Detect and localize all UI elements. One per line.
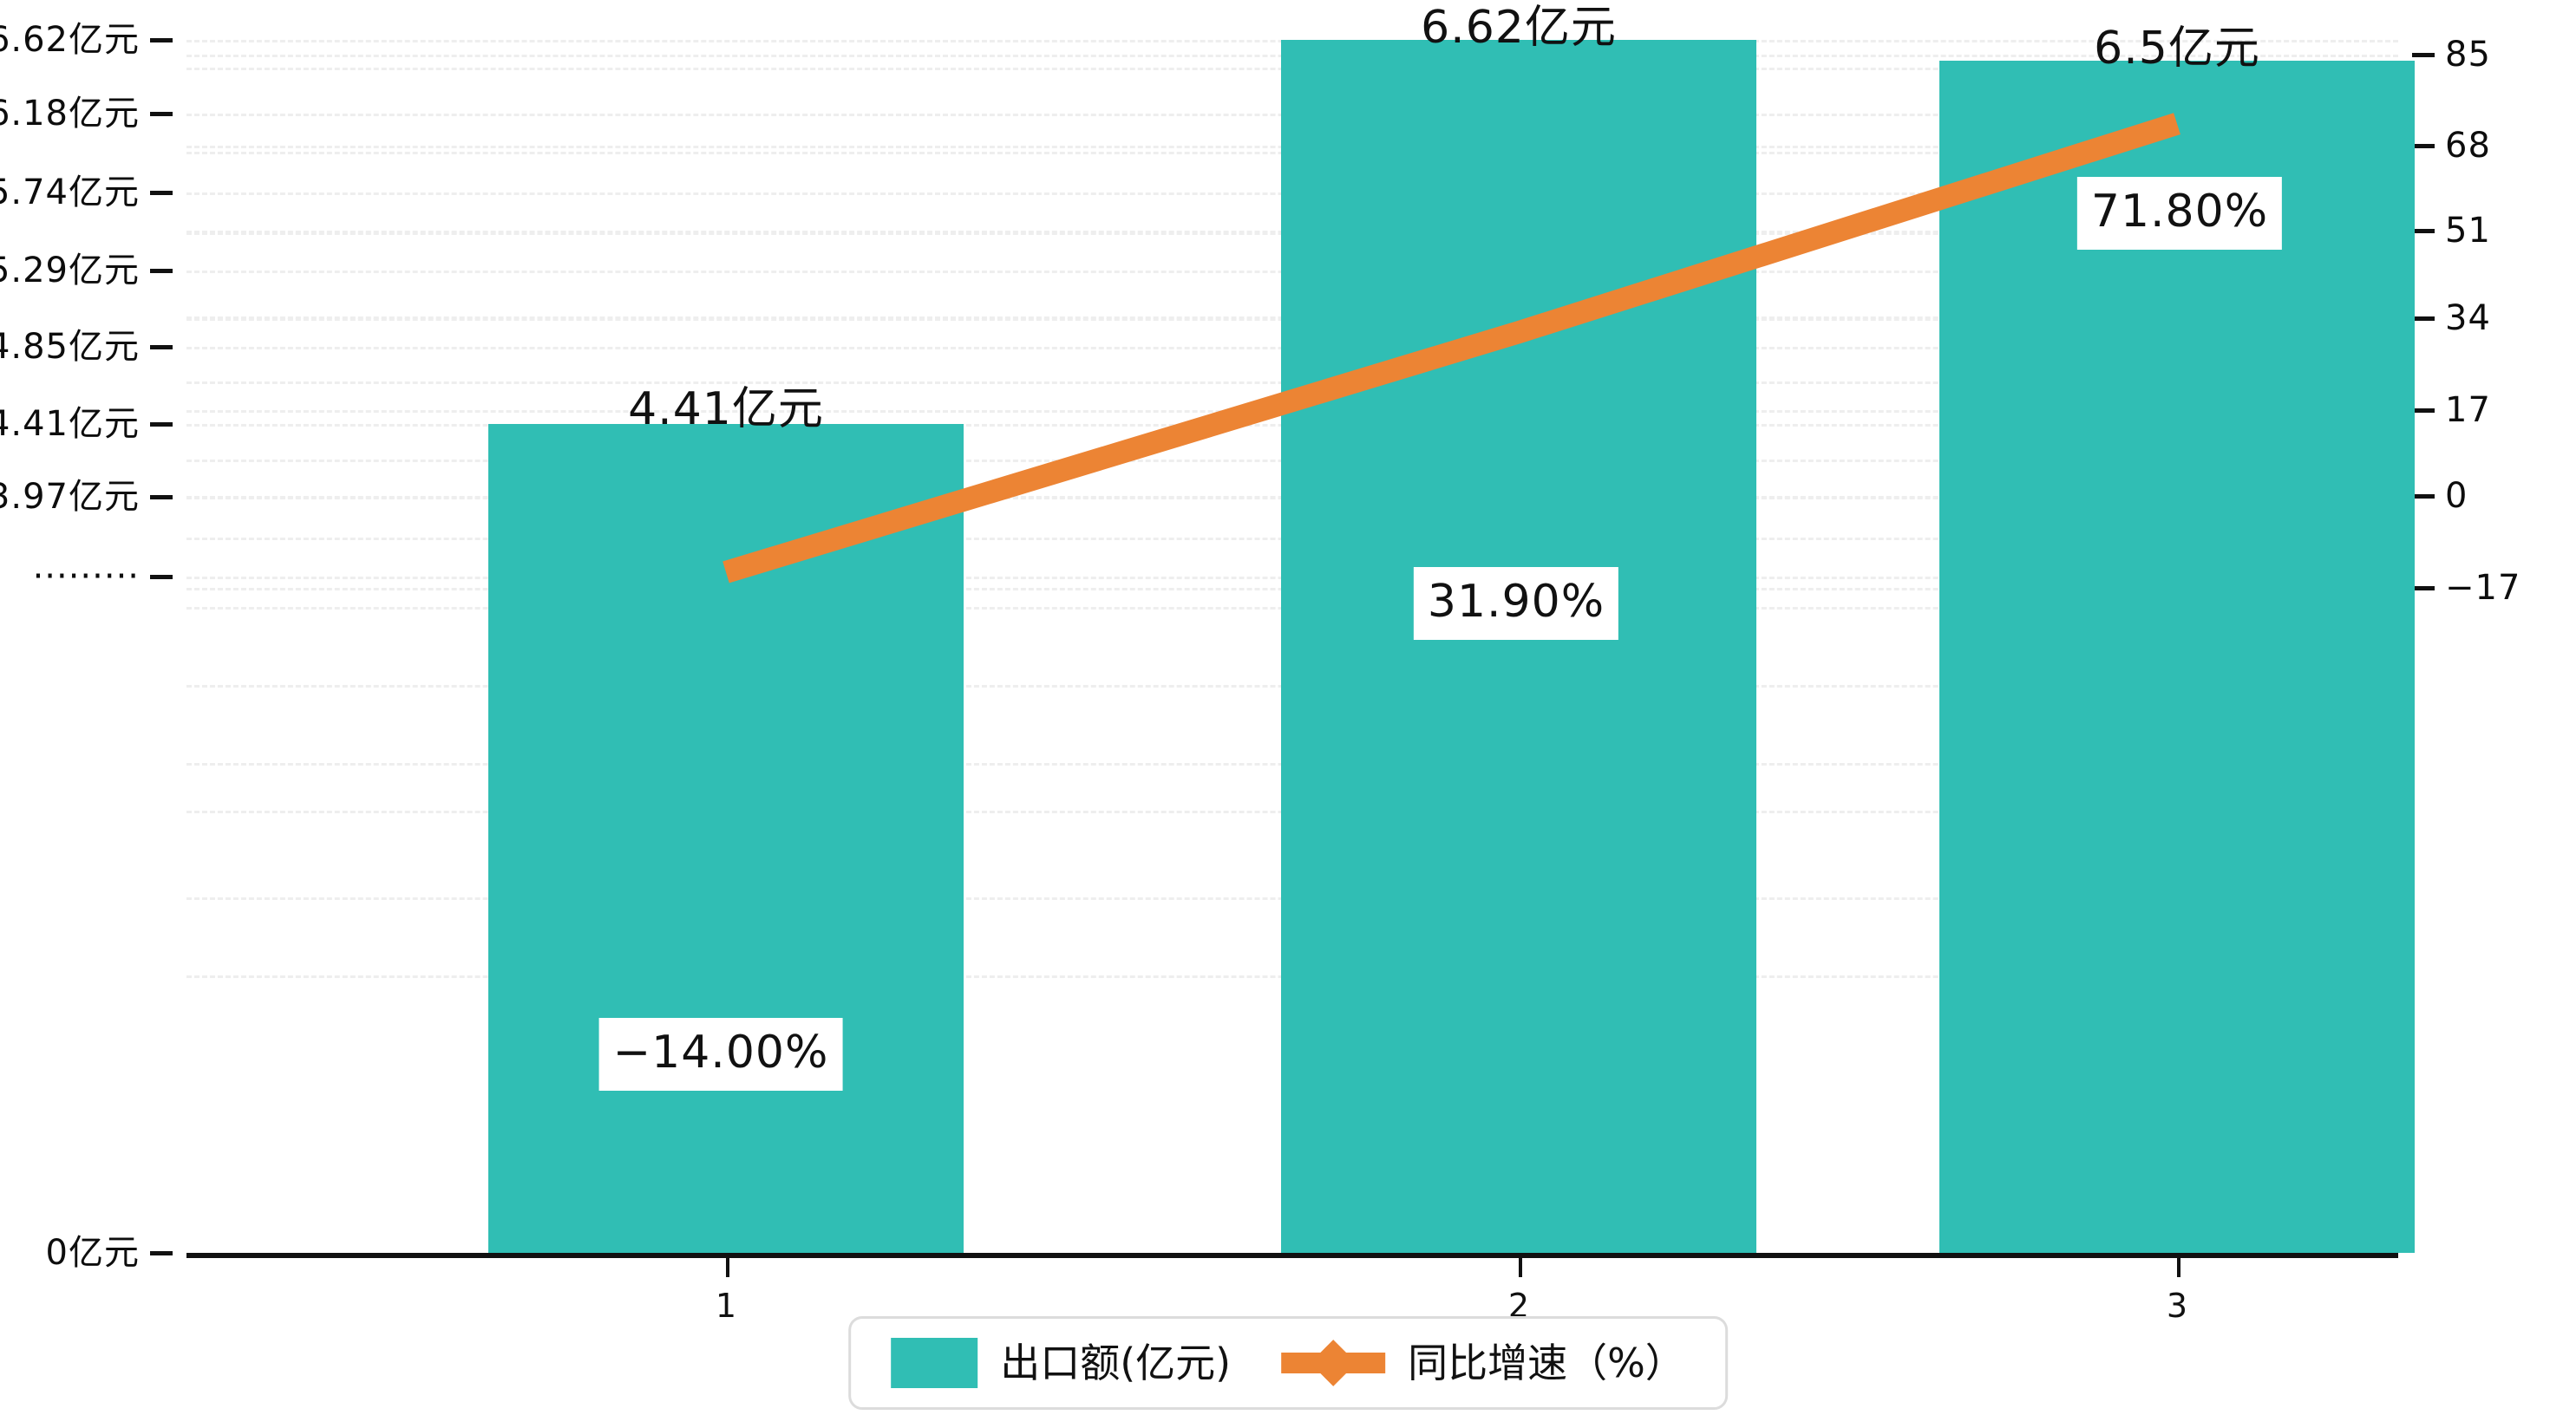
y-axis-left-tick-label: 5.29亿元 [0,251,140,290]
x-axis-tick [1519,1258,1522,1277]
y-axis-left-tick-label: 3.97亿元 [0,477,140,517]
y-axis-left-tick [150,191,173,195]
bar-value-label: 6.62亿元 [1421,2,1617,54]
plot-area: 6.62亿元 6.18亿元 5.74亿元 5.29亿元 4.85亿元 4.41亿元 3.97… [0,0,2520,1270]
bar-value-label: 4.41亿元 [628,383,824,435]
y-axis-left-tick-label: 6.18亿元 [0,94,140,134]
y-axis-right-tick [2412,408,2435,413]
y-axis-left-tick [150,422,173,427]
y-axis-right-tick [2412,494,2435,499]
growth-line [722,113,2180,584]
line-series-layer [722,113,2180,584]
y-axis-left-tick [150,269,173,273]
y-axis-left-tick-label: 5.74亿元 [0,173,140,212]
y-axis-left-tick-label: 0亿元 [45,1233,140,1273]
y-axis-left-tick [150,575,173,579]
y-axis-left-tick [150,38,173,42]
bar[interactable] [1939,61,2415,1253]
y-axis-left-tick-label: 4.41亿元 [0,404,140,444]
y-axis-right-tick-label: 0 [2445,476,2468,516]
y-axis-right-tick-label: −17 [2445,568,2521,608]
legend-label-line: 同比增速（%） [1408,1340,1685,1386]
chart-legend[interactable]: 出口额(亿元) 同比增速（%） [848,1316,1728,1410]
y-axis-left-tick [150,495,173,499]
y-axis-right-tick-label: 51 [2445,211,2491,251]
y-axis-right-tick [2412,316,2435,321]
growth-value-label: 31.90% [1413,567,1619,640]
growth-value-label: 71.80% [2076,177,2283,250]
y-axis-left-tick [150,345,173,349]
y-axis-left-tick-label: ········· [32,557,140,597]
y-axis-left-tick-label: 6.62亿元 [0,20,140,60]
x-axis-tick [2177,1258,2180,1277]
y-axis-right-tick-label: 17 [2445,390,2491,430]
legend-item-line[interactable]: 同比增速（%） [1281,1338,1685,1388]
bar[interactable] [1281,40,1756,1253]
line-diamond-icon [1281,1338,1386,1388]
x-axis-tick-label: 1 [715,1287,737,1325]
bar-swatch-icon [891,1338,978,1388]
y-axis-right-tick-label: 34 [2445,298,2491,338]
y-axis-left-tick-label: 4.85亿元 [0,327,140,367]
y-axis-right-tick [2412,229,2435,233]
y-axis-left-tick [150,112,173,116]
growth-value-label: −14.00% [598,1018,843,1091]
legend-item-bar[interactable]: 出口额(亿元) [891,1338,1231,1388]
y-axis-left-tick [150,1251,173,1255]
bar-value-label: 6.5亿元 [2094,23,2260,75]
y-axis-right-tick [2412,144,2435,148]
legend-label-bar: 出口额(亿元) [1000,1340,1232,1386]
y-axis-right-tick-label: 85 [2445,35,2491,75]
y-axis-right-tick [2412,586,2435,590]
x-axis-tick-label: 3 [2166,1287,2188,1325]
y-axis-right-tick-label: 68 [2445,126,2491,166]
y-axis-right-tick [2412,53,2435,57]
x-axis-tick [726,1258,729,1277]
